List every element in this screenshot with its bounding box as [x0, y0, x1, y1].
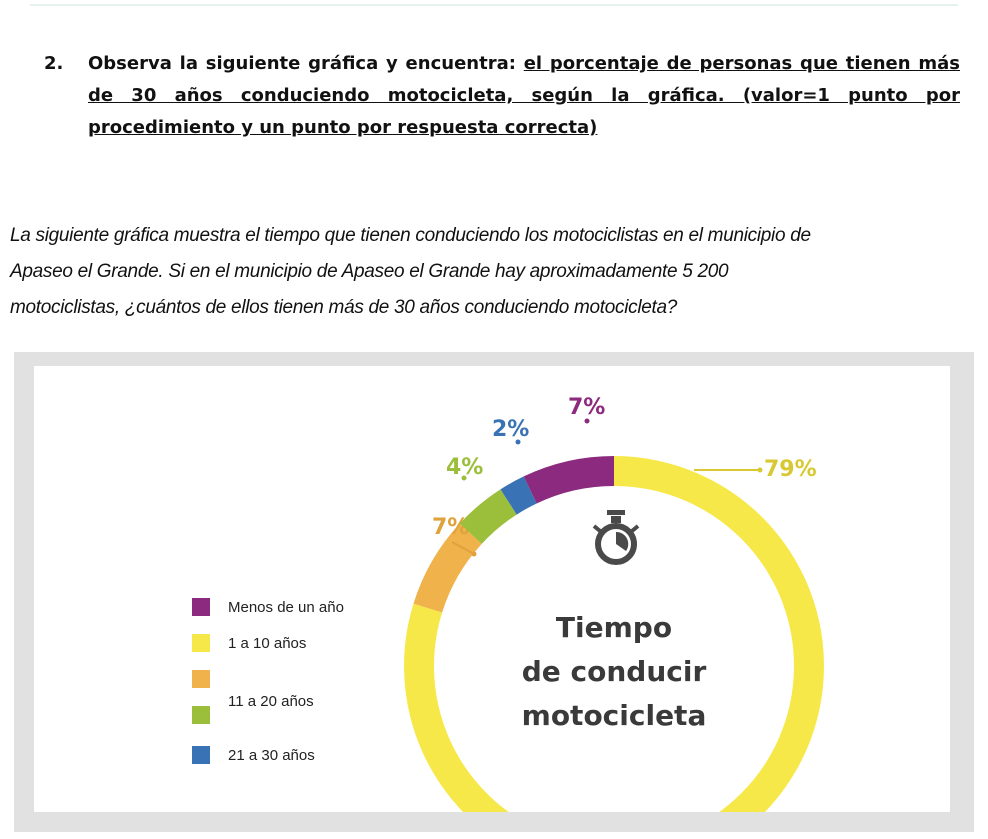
legend-swatch-4	[192, 746, 210, 764]
donut-slice-2	[459, 489, 517, 544]
legend-label-4: 21 a 30 años	[228, 747, 315, 764]
intro-line-1: La siguiente gráfica muestra el tiempo q…	[10, 225, 811, 246]
slice-leader-dot-4	[584, 418, 590, 424]
chart-frame: 79% 7% 4% 2% 7% Menos de un año 1 a 10 años 11…	[14, 352, 974, 832]
chart-title-line-1: Tiempo	[555, 611, 673, 644]
slice-leader-dot-0	[757, 467, 763, 473]
slice-percent-label-4: 7%	[568, 395, 605, 420]
donut-slice-3	[500, 476, 537, 515]
question-underlined: el porcentaje de personas que tienen más…	[88, 53, 960, 138]
legend-label-1: 1 a 10 años	[228, 635, 307, 652]
slice-leader-dot-2	[461, 475, 467, 481]
donut-chart: 79% 7% 4% 2% 7%	[404, 395, 824, 812]
slice-leader-dot-1	[471, 551, 477, 557]
chart-center-title: Tiempo de conducir motocicleta	[494, 606, 734, 738]
intro-paragraph: La siguiente gráfica muestra el tiempo q…	[10, 218, 970, 326]
slice-percent-label-2: 4%	[446, 455, 483, 480]
question-text: Observa la siguiente gráfica y encuentra…	[88, 48, 960, 144]
chart-panel: 79% 7% 4% 2% 7% Menos de un año 1 a 10 años 11…	[34, 366, 950, 812]
legend-swatch-3	[192, 706, 210, 724]
legend-swatch-1	[192, 634, 210, 652]
chart-title-line-3: motocicleta	[521, 699, 707, 732]
question-lead: Observa la siguiente gráfica y encuentra…	[88, 53, 524, 74]
slice-percent-label-0: 79%	[764, 457, 817, 482]
slice-leader-dot-3	[515, 439, 521, 445]
stopwatch-icon	[592, 510, 640, 565]
slice-percent-label-1: 7%	[432, 515, 469, 540]
legend-label-3: 11 a 20 años	[228, 693, 314, 710]
donut-slice-4	[523, 456, 614, 504]
chart-title-line-2: de conducir	[521, 655, 707, 688]
intro-line-3: motociclistas, ¿cuántos de ellos tienen …	[10, 297, 678, 318]
question-number: 2.	[44, 53, 64, 74]
legend-label-0: Menos de un año	[228, 599, 344, 616]
intro-line-2: Apaseo el Grande. Si en el municipio de …	[10, 261, 729, 282]
slice-percent-label-3: 2%	[492, 417, 529, 442]
donut-slice-1	[413, 523, 482, 613]
legend-swatch-2	[192, 670, 210, 688]
slice-leader-line-1	[451, 541, 475, 555]
donut-slice-0	[404, 456, 824, 812]
top-divider	[30, 4, 958, 6]
question-block: 2. Observa la siguiente gráfica y encuen…	[44, 48, 960, 144]
legend-swatch-0	[192, 598, 210, 616]
